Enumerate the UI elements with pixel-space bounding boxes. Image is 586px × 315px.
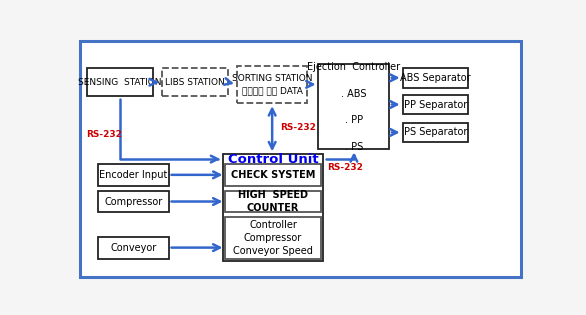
FancyBboxPatch shape [162, 68, 227, 96]
Text: PP Separator: PP Separator [404, 100, 467, 110]
Text: Conveyor: Conveyor [110, 243, 156, 253]
FancyBboxPatch shape [98, 237, 169, 259]
FancyBboxPatch shape [319, 65, 389, 149]
Text: LIBS STATION: LIBS STATION [165, 77, 224, 87]
FancyBboxPatch shape [403, 68, 468, 88]
FancyBboxPatch shape [87, 68, 153, 96]
Text: PS Separator: PS Separator [404, 127, 467, 137]
Text: HIGH  SPEED
COUNTER: HIGH SPEED COUNTER [238, 190, 308, 213]
Text: ABS Separator: ABS Separator [400, 73, 471, 83]
Text: Control Unit: Control Unit [228, 152, 318, 166]
Text: RS-232: RS-232 [280, 123, 316, 132]
Text: RS-232: RS-232 [86, 130, 122, 139]
Text: RS-232: RS-232 [328, 163, 363, 172]
FancyBboxPatch shape [403, 95, 468, 114]
Text: CHECK SYSTEM: CHECK SYSTEM [231, 170, 315, 180]
Text: SORTING STATION
플라스틱 재질 DATA: SORTING STATION 플라스틱 재질 DATA [231, 74, 312, 95]
FancyBboxPatch shape [226, 217, 321, 259]
FancyBboxPatch shape [237, 66, 307, 103]
FancyBboxPatch shape [98, 191, 169, 212]
Text: Controller
Compressor
Conveyor Speed: Controller Compressor Conveyor Speed [233, 220, 313, 256]
Text: Encoder Input: Encoder Input [99, 170, 168, 180]
Text: Ejection  Controller

. ABS

. PP

. PS: Ejection Controller . ABS . PP . PS [307, 62, 400, 152]
FancyBboxPatch shape [403, 123, 468, 142]
FancyBboxPatch shape [223, 154, 323, 261]
FancyBboxPatch shape [98, 164, 169, 186]
FancyBboxPatch shape [226, 164, 321, 186]
Text: Compressor: Compressor [104, 197, 162, 207]
FancyBboxPatch shape [226, 191, 321, 212]
FancyBboxPatch shape [80, 42, 520, 277]
Text: SENSING  STATION: SENSING STATION [78, 77, 162, 87]
